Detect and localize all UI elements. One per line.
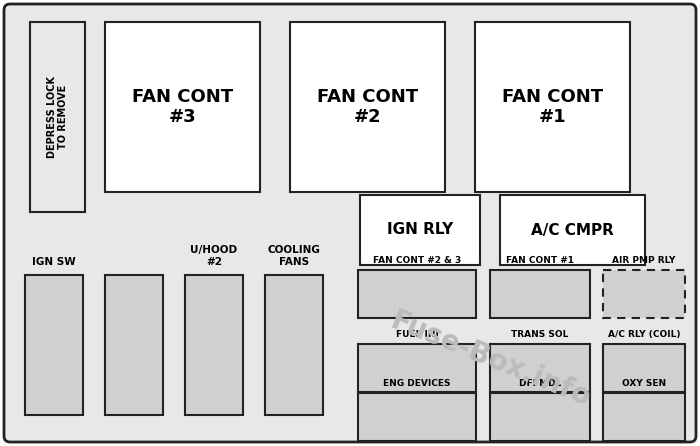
Bar (265, 275, 323, 415)
FancyBboxPatch shape (4, 4, 696, 442)
Bar (603, 344, 685, 392)
Text: DFI MDL: DFI MDL (519, 379, 561, 388)
Bar (290, 22, 445, 192)
Text: IGN SW: IGN SW (32, 257, 76, 267)
Text: U/HOOD
#2: U/HOOD #2 (190, 245, 237, 267)
Bar (603, 393, 685, 441)
Bar (475, 22, 630, 192)
Bar (25, 275, 83, 415)
Text: FAN CONT #1: FAN CONT #1 (506, 256, 574, 265)
Bar (490, 393, 590, 441)
Bar (490, 270, 590, 318)
Text: A/C CMPR: A/C CMPR (531, 223, 614, 238)
Text: FAN CONT #2 & 3: FAN CONT #2 & 3 (373, 256, 461, 265)
Text: DEPRESS LOCK
TO REMOVE: DEPRESS LOCK TO REMOVE (47, 76, 69, 158)
Text: FUEL INJ: FUEL INJ (395, 330, 438, 339)
Text: IGN RLY: IGN RLY (387, 223, 453, 238)
Text: FAN CONT
#3: FAN CONT #3 (132, 87, 233, 126)
Text: FAN CONT
#1: FAN CONT #1 (502, 87, 603, 126)
Bar (358, 270, 476, 318)
Text: TRANS SOL: TRANS SOL (511, 330, 568, 339)
Text: Fuse-Box.info: Fuse-Box.info (386, 307, 594, 413)
Bar (603, 270, 685, 318)
Bar (358, 344, 476, 392)
Bar (490, 344, 590, 392)
Bar (360, 195, 480, 265)
Text: FAN CONT
#2: FAN CONT #2 (317, 87, 418, 126)
Bar (105, 275, 163, 415)
Text: ENG DEVICES: ENG DEVICES (384, 379, 451, 388)
Text: COOLING
FANS: COOLING FANS (267, 245, 321, 267)
Text: AIR PMP RLY: AIR PMP RLY (612, 256, 676, 265)
Bar (185, 275, 243, 415)
Bar (358, 393, 476, 441)
Text: OXY SEN: OXY SEN (622, 379, 666, 388)
Text: A/C RLY (COIL): A/C RLY (COIL) (608, 330, 680, 339)
Bar (30, 22, 85, 212)
Bar (500, 195, 645, 265)
Bar (105, 22, 260, 192)
